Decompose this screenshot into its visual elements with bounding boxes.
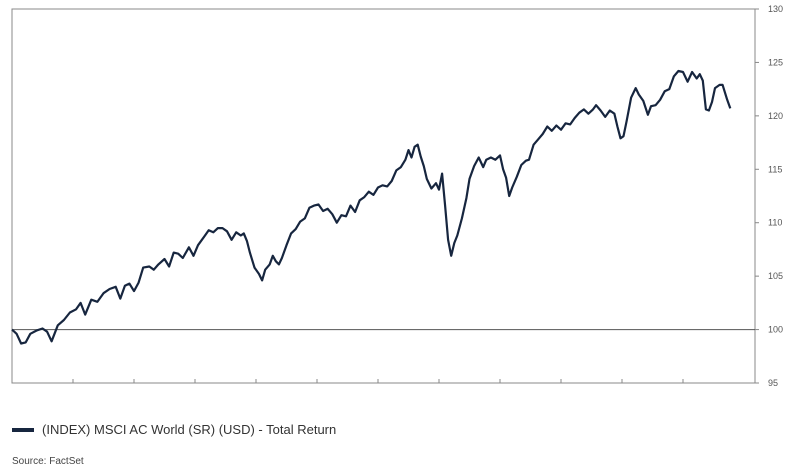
y-tick-label: 125	[768, 57, 783, 67]
x-tick-label-jun: Jun	[339, 389, 357, 390]
y-tick-label: 110	[768, 218, 782, 228]
x-tick-label-mar: Mar	[155, 389, 174, 390]
x-tick-label-nov: Nov	[643, 389, 663, 390]
series-line-msci-acwi	[11, 69, 732, 345]
source-note: Source: FactSet	[12, 456, 84, 467]
y-axis: 95 100 105 110 115 120 125 130	[755, 4, 783, 388]
legend: (INDEX) MSCI AC World (SR) (USD) - Total…	[12, 422, 336, 437]
x-tick-label-oct: Oct	[583, 389, 600, 390]
legend-swatch	[12, 427, 34, 432]
x-tick-label-jul: Jul	[401, 389, 415, 390]
y-tick-label: 100	[768, 325, 783, 335]
y-tick-label: 95	[768, 378, 778, 388]
x-axis: Jan Feb Mar Apr May Jun Jul Aug Sep Oct Nov Dec	[34, 379, 724, 390]
y-tick-label: 115	[768, 164, 782, 174]
x-tick-label-dec: Dec	[704, 389, 724, 390]
x-tick-label-may: May	[276, 389, 297, 390]
x-tick-label-jan: Jan	[34, 389, 52, 390]
x-tick-label-sep: Sep	[521, 389, 541, 390]
y-tick-label: 105	[768, 271, 783, 281]
x-tick-label-feb: Feb	[94, 389, 113, 390]
y-tick-label: 120	[768, 111, 783, 121]
x-tick-label-aug: Aug	[460, 389, 480, 390]
legend-label: (INDEX) MSCI AC World (SR) (USD) - Total…	[42, 422, 337, 437]
y-tick-label: 130	[768, 4, 783, 14]
plot-frame	[11, 8, 756, 384]
x-tick-label-apr: Apr	[217, 389, 234, 390]
